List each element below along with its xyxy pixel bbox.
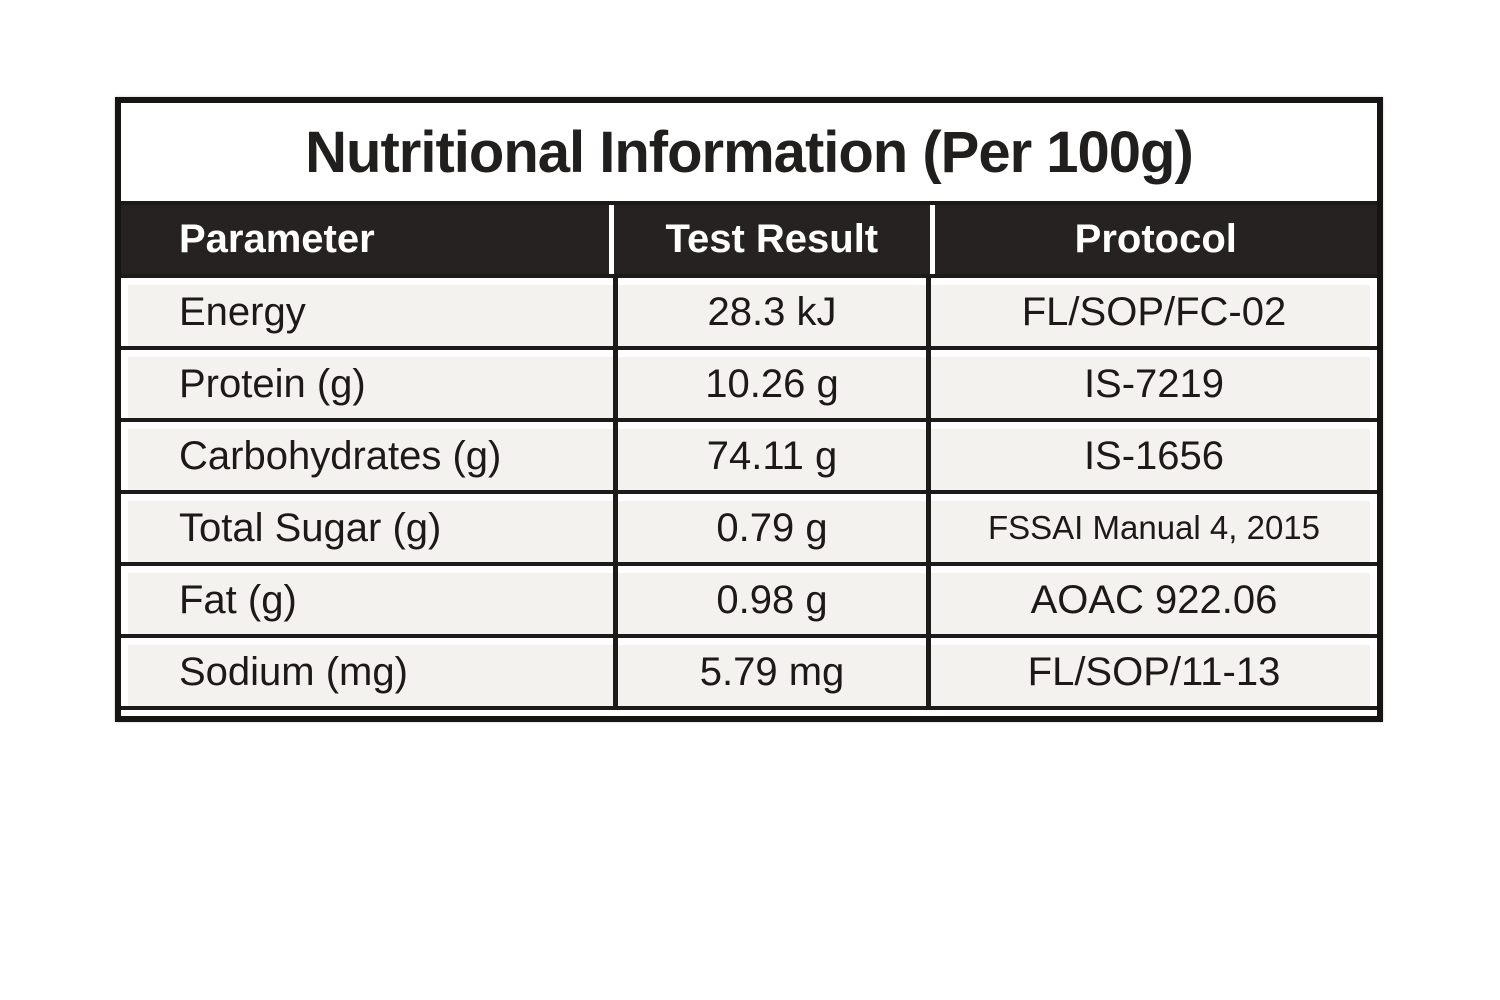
- parameter-cell: Sodium (mg): [121, 638, 613, 706]
- parameter-cell: Energy: [121, 278, 613, 346]
- nutrition-table: Nutritional Information (Per 100g) Param…: [115, 97, 1383, 722]
- parameter-cell: Fat (g): [121, 566, 613, 634]
- protocol-cell: FL/SOP/11-13: [931, 638, 1377, 706]
- result-cell: 10.26 g: [613, 350, 931, 418]
- parameter-cell: Carbohydrates (g): [121, 422, 613, 490]
- parameter-cell: Total Sugar (g): [121, 494, 613, 562]
- table-row-total-sugar: Total Sugar (g) 0.79 g FSSAI Manual 4, 2…: [121, 490, 1377, 562]
- table-title: Nutritional Information (Per 100g): [305, 119, 1194, 185]
- table-row-energy: Energy 28.3 kJ FL/SOP/FC-02: [121, 274, 1377, 346]
- header-parameter: Parameter: [121, 205, 610, 274]
- table-bottom-rule: [121, 706, 1377, 716]
- table-header-row: Parameter Test Result Protocol: [121, 205, 1377, 274]
- result-cell: 74.11 g: [613, 422, 931, 490]
- protocol-cell: FL/SOP/FC-02: [931, 278, 1377, 346]
- result-cell: 5.79 mg: [613, 638, 931, 706]
- parameter-cell: Protein (g): [121, 350, 613, 418]
- table-row-carbohydrates: Carbohydrates (g) 74.11 g IS-1656: [121, 418, 1377, 490]
- header-protocol: Protocol: [934, 205, 1377, 274]
- result-cell: 0.98 g: [613, 566, 931, 634]
- table-row-protein: Protein (g) 10.26 g IS-7219: [121, 346, 1377, 418]
- table-row-fat: Fat (g) 0.98 g AOAC 922.06: [121, 562, 1377, 634]
- result-cell: 0.79 g: [613, 494, 931, 562]
- result-cell: 28.3 kJ: [613, 278, 931, 346]
- protocol-cell: IS-1656: [931, 422, 1377, 490]
- table-row-sodium: Sodium (mg) 5.79 mg FL/SOP/11-13: [121, 634, 1377, 706]
- protocol-cell: IS-7219: [931, 350, 1377, 418]
- protocol-cell: FSSAI Manual 4, 2015: [931, 494, 1377, 562]
- protocol-cell: AOAC 922.06: [931, 566, 1377, 634]
- header-test-result: Test Result: [614, 205, 930, 274]
- table-title-row: Nutritional Information (Per 100g): [121, 103, 1377, 205]
